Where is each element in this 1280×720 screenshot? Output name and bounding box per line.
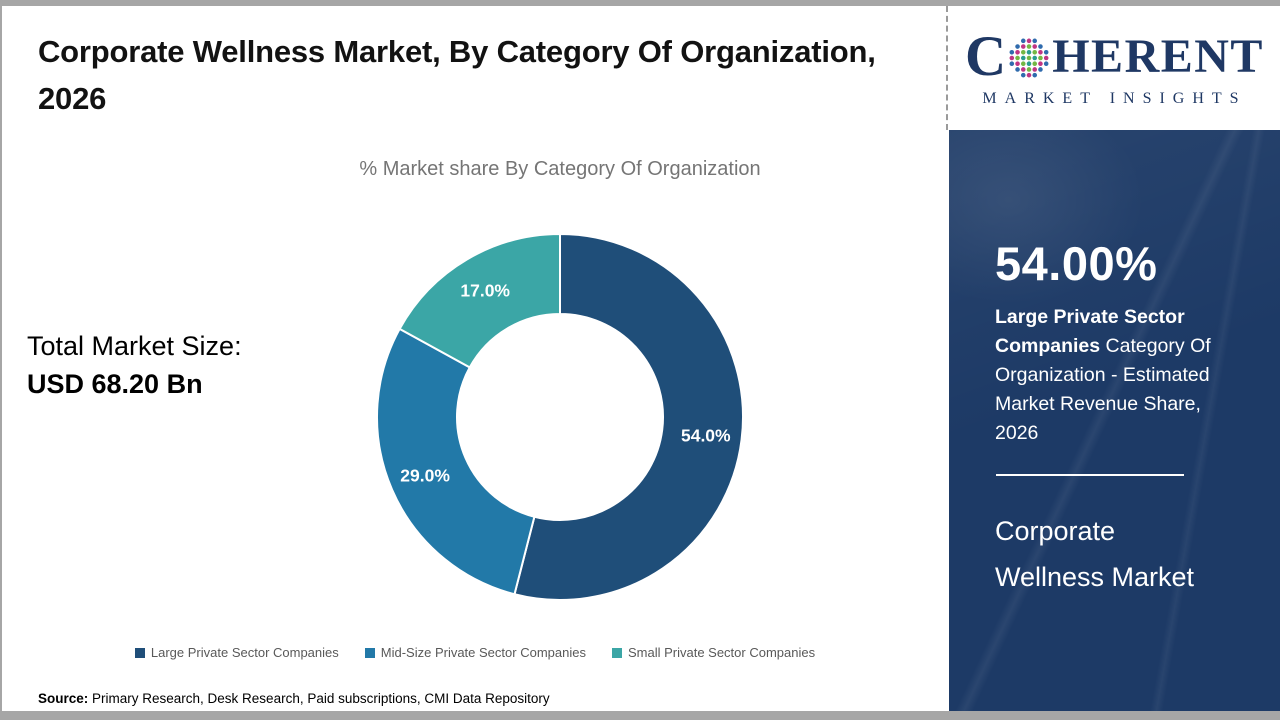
legend-item: Mid-Size Private Sector Companies [364, 645, 586, 660]
legend-item: Large Private Sector Companies [134, 645, 339, 660]
kpi-description-rest: Category Of Organization - Estimated Mar… [995, 335, 1211, 444]
legend-marker-icon [364, 647, 375, 658]
logo-letter-c: C [965, 25, 1007, 88]
donut-segment-2 [398, 232, 561, 369]
legend-label: Small Private Sector Companies [627, 645, 816, 660]
legend-label: Large Private Sector Companies [150, 645, 339, 660]
bottom-border [0, 711, 1280, 720]
logo-wordmark: HERENT [1052, 29, 1264, 83]
source-note: Source: Primary Research, Desk Research,… [38, 691, 550, 706]
market-name: Corporate Wellness Market [995, 516, 1195, 592]
dashed-divider [946, 6, 948, 130]
left-border [0, 0, 2, 720]
kpi-description-bold: Large Private Sector Companies [995, 306, 1185, 357]
coherent-logo: C HERENT [965, 28, 1264, 85]
sidebar-divider [996, 474, 1184, 476]
logo-area: C HERENT MARKET INSIGHTS [949, 6, 1280, 130]
highlight-sidebar: 54.00% Large Private Sector Companies Ca… [949, 130, 1280, 711]
donut-chart: 54.0% 29.0% 17.0% [376, 232, 745, 601]
logo-tagline: MARKET INSIGHTS [982, 90, 1247, 107]
globe-dots-icon [1009, 38, 1049, 77]
donut-data-label-2: 17.0% [460, 281, 510, 301]
legend-label: Mid-Size Private Sector Companies [380, 645, 586, 660]
page-title: Corporate Wellness Market, By Category O… [38, 34, 876, 116]
kpi-value: 54.00% [995, 237, 1158, 290]
legend-marker-icon [134, 647, 145, 658]
total-market-size-label: Total Market Size: [27, 331, 242, 361]
legend-marker-icon [611, 647, 622, 658]
donut-segment-0 [513, 232, 745, 601]
source-label: Source: [38, 691, 89, 706]
donut-segment-1 [376, 327, 536, 596]
chart-legend: Large Private Sector Companies Mid-Size P… [0, 645, 950, 660]
chart-subtitle: % Market share By Category Of Organizati… [359, 158, 761, 180]
donut-data-label-0: 54.0% [681, 425, 731, 445]
total-market-size: Total Market Size: USD 68.20 Bn [27, 327, 242, 403]
legend-item: Small Private Sector Companies [611, 645, 816, 660]
kpi-description: Large Private Sector Companies Category … [995, 303, 1245, 448]
source-text: Primary Research, Desk Research, Paid su… [88, 691, 550, 706]
top-border [0, 0, 1280, 6]
total-market-size-value: USD 68.20 Bn [27, 369, 203, 399]
donut-data-label-1: 29.0% [400, 465, 450, 485]
